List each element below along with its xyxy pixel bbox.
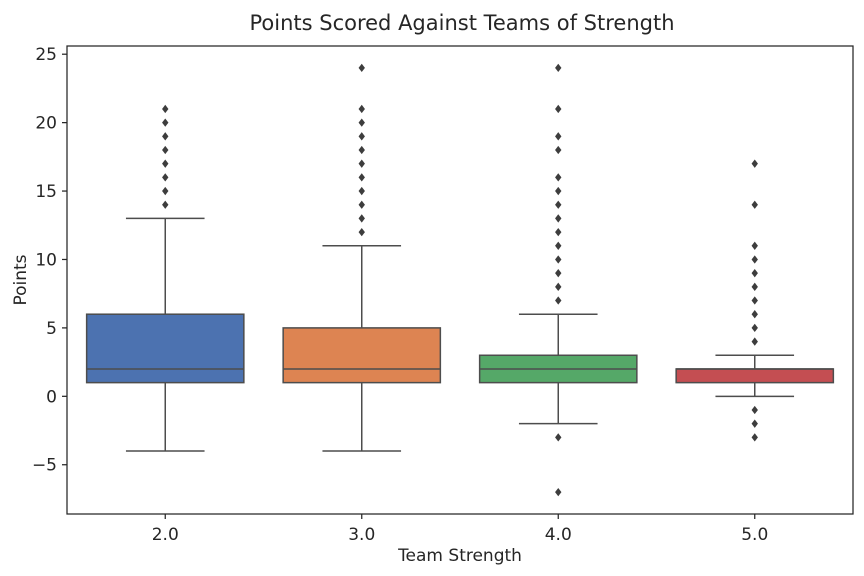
x-tick-label: 3.0: [348, 525, 375, 545]
outlier-point: [162, 145, 169, 155]
outlier-point: [751, 268, 758, 278]
y-axis-ticks: −5 0 5 10 15 20 25: [32, 45, 67, 476]
outlier-point: [555, 487, 562, 497]
outlier-point: [555, 241, 562, 250]
y-axis-label: Points: [11, 254, 31, 305]
outlier-point: [162, 186, 169, 196]
y-tick-label: 25: [35, 45, 57, 65]
outlier-point: [555, 186, 562, 196]
outlier-point: [555, 200, 562, 209]
box-iqr: [282, 327, 442, 384]
y-tick-label: −5: [32, 456, 57, 476]
outlier-point: [751, 159, 758, 168]
plot-area: [85, 63, 835, 497]
outlier-point: [751, 310, 758, 319]
outlier-point: [555, 132, 562, 141]
outlier-point: [751, 419, 758, 428]
x-axis-ticks: 2.0 3.0 4.0 5.0: [152, 514, 768, 545]
outlier-point: [555, 296, 562, 305]
outlier-point: [358, 186, 365, 196]
x-tick-label: 2.0: [152, 525, 179, 545]
box-iqr: [85, 313, 245, 384]
outlier-point: [358, 159, 365, 168]
outlier-point: [751, 241, 758, 250]
outlier-point: [162, 173, 169, 182]
outlier-point: [555, 282, 562, 292]
outlier-point: [162, 118, 169, 127]
outlier-point: [555, 227, 562, 237]
outlier-point: [358, 63, 365, 73]
outlier-point: [555, 145, 562, 155]
outlier-point: [358, 214, 365, 223]
x-tick-label: 5.0: [741, 525, 768, 545]
outlier-point: [751, 323, 758, 333]
outlier-point: [358, 200, 365, 209]
outlier-point: [555, 104, 562, 114]
y-tick-label: 5: [46, 319, 57, 339]
x-tick-label: 4.0: [545, 525, 572, 545]
chart-title: Points Scored Against Teams of Strength: [249, 11, 674, 35]
outlier-point: [555, 173, 562, 182]
y-tick-label: 10: [35, 250, 57, 270]
y-tick-label: 15: [35, 182, 57, 202]
box-iqr: [675, 368, 835, 384]
outlier-point: [751, 255, 758, 264]
box-group-2.0: [85, 104, 245, 452]
outlier-point: [751, 296, 758, 305]
box-group-3.0: [282, 63, 442, 452]
outlier-point: [555, 63, 562, 73]
outlier-point: [358, 173, 365, 182]
y-tick-label: 0: [46, 387, 57, 407]
y-tick-label: 20: [35, 114, 57, 134]
outlier-point: [358, 118, 365, 127]
outlier-point: [358, 145, 365, 155]
outlier-point: [162, 132, 169, 141]
outlier-point: [555, 268, 562, 278]
outlier-point: [555, 255, 562, 264]
outlier-point: [358, 132, 365, 141]
box-group-4.0: [478, 63, 638, 497]
outlier-point: [162, 200, 169, 209]
outlier-point: [751, 282, 758, 292]
outlier-point: [751, 337, 758, 346]
outlier-point: [751, 200, 758, 209]
plot-frame: [66, 45, 854, 515]
outlier-point: [358, 227, 365, 237]
outlier-point: [162, 104, 169, 114]
box-group-5.0: [675, 159, 835, 442]
outlier-point: [162, 159, 169, 168]
outlier-point: [751, 405, 758, 415]
outlier-point: [358, 104, 365, 114]
outlier-point: [555, 433, 562, 442]
outlier-point: [555, 214, 562, 223]
x-axis-label: Team Strength: [397, 546, 522, 566]
outlier-point: [751, 433, 758, 442]
